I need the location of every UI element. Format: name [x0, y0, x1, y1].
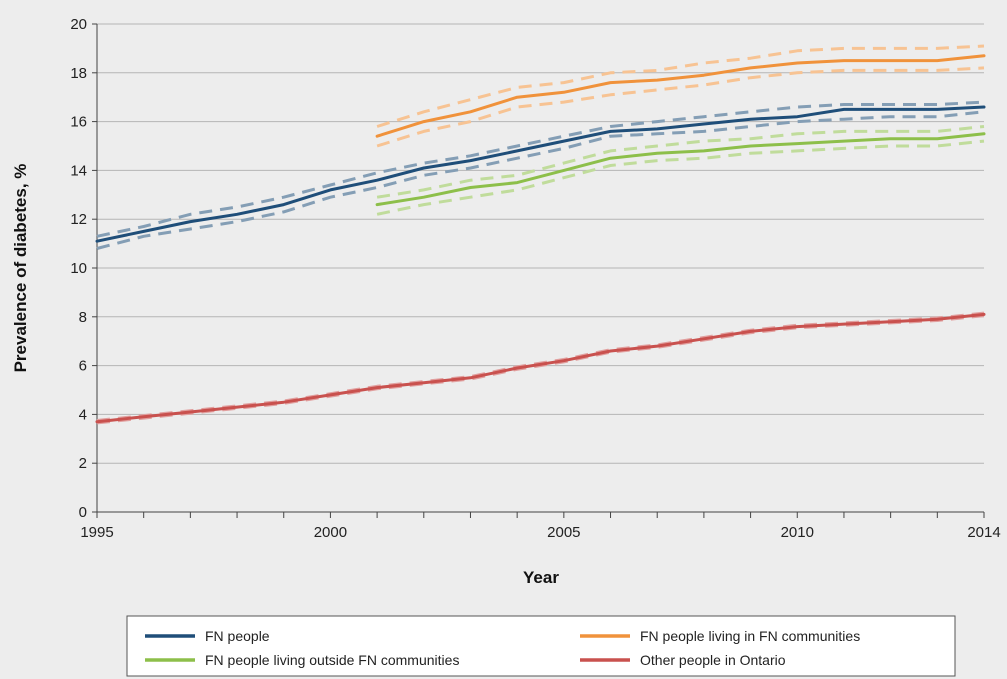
legend: FN people FN people living in FN communit…	[126, 615, 956, 677]
legend-label: FN people living outside FN communities	[205, 652, 459, 668]
y-tick-label: 2	[79, 455, 87, 472]
series-2-line	[375, 132, 986, 207]
y-tick-label: 0	[79, 504, 87, 521]
x-tick-label: 2000	[314, 524, 347, 541]
series-2-ci-upper-line	[376, 125, 985, 199]
axes	[92, 23, 985, 518]
x-tick-label: 2014	[967, 524, 1000, 541]
confidence-intervals	[96, 44, 985, 425]
x-axis-title: Year	[523, 568, 559, 587]
series-0-ci-upper-line	[96, 100, 985, 238]
series-1-line	[375, 54, 986, 138]
y-tick-label: 6	[79, 358, 87, 375]
legend-box	[126, 615, 956, 677]
y-tick-label: 8	[79, 309, 87, 326]
y-axis-title: Prevalence of diabetes, %	[11, 164, 30, 373]
y-tick-label: 10	[70, 260, 87, 277]
y-tick-label: 12	[70, 211, 87, 228]
x-tick-label: 2010	[781, 524, 814, 541]
x-tick-label: 1995	[80, 524, 113, 541]
series-1-ci-upper-line	[376, 44, 985, 128]
series-2-ci-lower-line	[376, 139, 985, 216]
series-0-line	[95, 105, 986, 243]
gridlines	[97, 23, 984, 464]
series-3-line	[95, 312, 986, 424]
y-tick-label: 18	[70, 65, 87, 82]
y-tick-label: 14	[70, 162, 87, 179]
legend-label: Other people in Ontario	[640, 652, 786, 668]
series-0-ci-lower-line	[96, 110, 985, 250]
series-lines	[95, 54, 986, 424]
x-tick-label: 2005	[547, 524, 580, 541]
legend-label: FN people living in FN communities	[640, 628, 860, 644]
y-tick-label: 4	[79, 406, 87, 423]
tick-labels: 0 2 4 6 8 10 12 14 16 18 20 1995 2000 2005 2010 2014	[70, 16, 1000, 541]
series-1-ci-lower-line	[376, 66, 985, 148]
legend-label: FN people	[205, 628, 270, 644]
y-tick-label: 16	[70, 114, 87, 131]
y-tick-label: 20	[70, 16, 87, 33]
